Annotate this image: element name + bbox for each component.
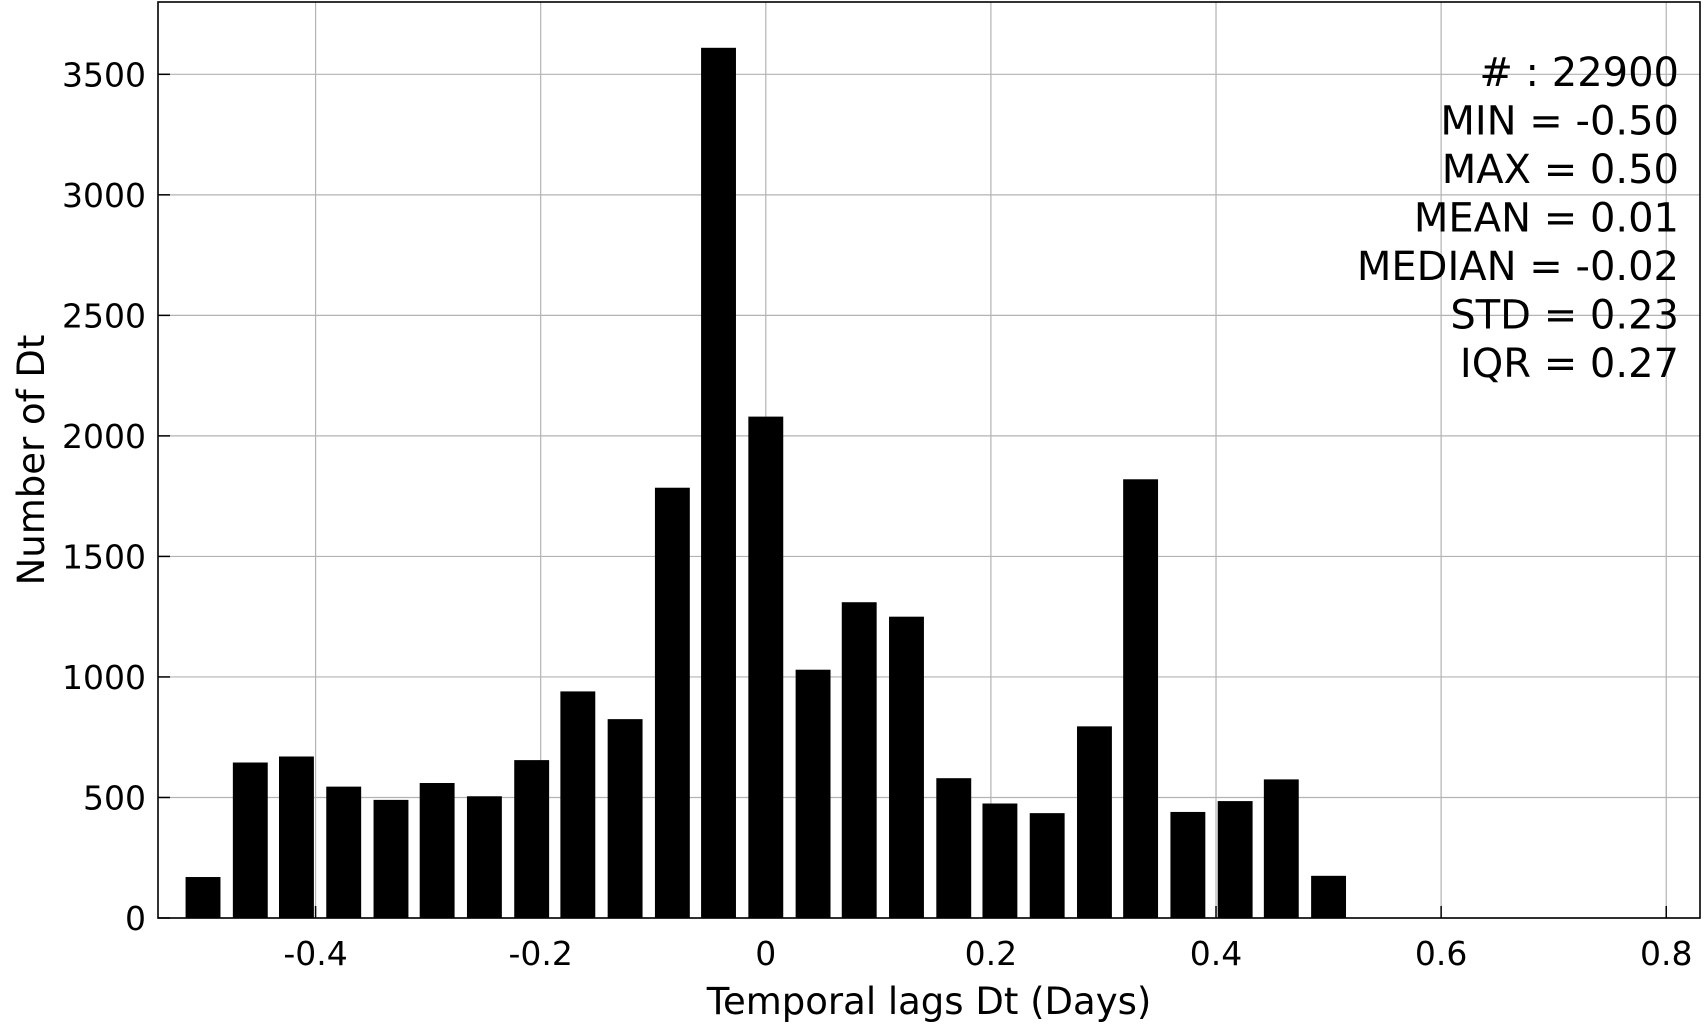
y-tick-label: 2000 bbox=[62, 417, 146, 456]
plot-frame bbox=[157, 1, 1701, 919]
bar bbox=[466, 796, 502, 918]
bar bbox=[232, 762, 268, 918]
bar bbox=[1077, 726, 1112, 918]
y-tick-label: 500 bbox=[83, 778, 146, 817]
bar bbox=[1029, 813, 1065, 918]
x-tick-labels: -0.4 -0.2 0 0.2 0.4 0.6 0.8 bbox=[283, 934, 1692, 973]
y-tick-labels: 0 500 1000 1500 2000 2500 3000 3500 bbox=[62, 55, 146, 938]
x-tick-label: 0.6 bbox=[1415, 934, 1467, 973]
bar bbox=[795, 669, 831, 918]
stat-line: IQR = 0.27 bbox=[1460, 341, 1679, 387]
bar bbox=[1123, 479, 1159, 918]
y-tick-label: 0 bbox=[125, 899, 146, 938]
stat-line: MAX = 0.50 bbox=[1442, 147, 1679, 193]
y-axis-label: Number of Dt bbox=[10, 335, 53, 586]
bar bbox=[278, 756, 314, 918]
bars bbox=[185, 47, 1347, 919]
bar bbox=[1217, 801, 1253, 918]
y-tick-label: 3000 bbox=[62, 176, 146, 215]
x-tick-label: -0.2 bbox=[508, 934, 572, 973]
stat-line: MEAN = 0.01 bbox=[1414, 196, 1679, 242]
bar bbox=[419, 783, 455, 918]
y-tick-label: 2500 bbox=[62, 296, 146, 335]
x-tick-label: 0.4 bbox=[1190, 934, 1242, 973]
y-tick-label: 1000 bbox=[62, 658, 146, 697]
x-tick-label: 0.8 bbox=[1640, 934, 1692, 973]
stat-line: # : 22900 bbox=[1479, 50, 1679, 96]
bar bbox=[748, 416, 784, 918]
x-tick-label: 0 bbox=[755, 934, 776, 973]
bar bbox=[185, 877, 221, 918]
stat-line: STD = 0.23 bbox=[1450, 293, 1679, 339]
stat-line: MEDIAN = -0.02 bbox=[1357, 244, 1679, 290]
bar bbox=[936, 778, 972, 918]
bar bbox=[1311, 875, 1347, 918]
bar bbox=[326, 786, 362, 918]
bar bbox=[514, 760, 550, 918]
bar bbox=[889, 616, 924, 918]
y-tick-label: 3500 bbox=[62, 55, 146, 94]
stat-line: MIN = -0.50 bbox=[1440, 99, 1679, 145]
x-axis-label: Temporal lags Dt (Days) bbox=[706, 980, 1152, 1023]
x-tick-label: 0.2 bbox=[965, 934, 1017, 973]
bar bbox=[701, 47, 736, 919]
bar bbox=[1170, 811, 1206, 918]
bar bbox=[607, 719, 643, 918]
tick-marks bbox=[158, 73, 1667, 919]
bar bbox=[841, 602, 877, 918]
bar bbox=[982, 803, 1018, 918]
bar bbox=[373, 799, 409, 918]
bar bbox=[654, 487, 690, 918]
bar bbox=[1263, 779, 1299, 918]
bar bbox=[560, 691, 596, 918]
y-tick-label: 1500 bbox=[62, 537, 146, 576]
x-tick-label: -0.4 bbox=[283, 934, 347, 973]
grid-lines bbox=[158, 2, 1700, 919]
